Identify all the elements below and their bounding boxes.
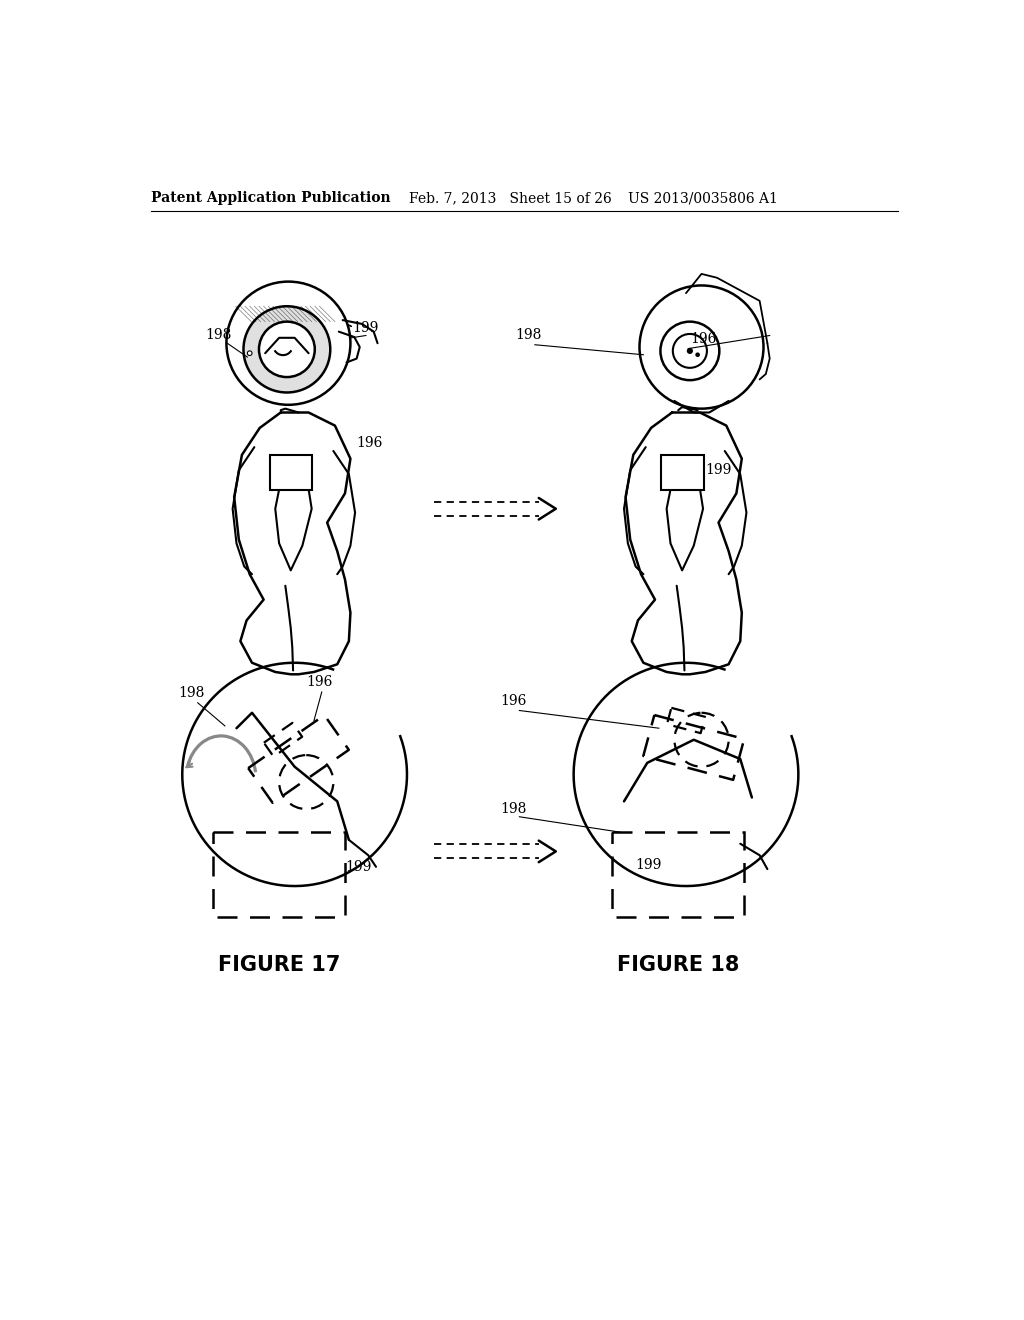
Text: 196: 196 [306, 675, 333, 689]
Text: 198: 198 [178, 686, 205, 701]
Circle shape [248, 351, 252, 355]
Text: FIGURE 18: FIGURE 18 [617, 954, 739, 974]
Circle shape [687, 348, 693, 354]
Bar [612, 832, 744, 917]
Circle shape [244, 306, 331, 392]
Text: 196: 196 [500, 694, 526, 708]
Text: 196: 196 [690, 333, 716, 346]
Text: 199: 199 [636, 858, 662, 873]
Circle shape [673, 334, 707, 368]
Text: Patent Application Publication: Patent Application Publication [152, 191, 391, 206]
Text: 196: 196 [356, 436, 383, 450]
Text: 198: 198 [206, 329, 231, 342]
Text: US 2013/0035806 A1: US 2013/0035806 A1 [628, 191, 778, 206]
Bar [213, 832, 345, 917]
Circle shape [226, 281, 350, 405]
Bar [270, 455, 312, 490]
Text: 199: 199 [352, 321, 379, 335]
Circle shape [259, 322, 314, 378]
Text: 198: 198 [515, 329, 542, 342]
Text: 199: 199 [706, 463, 732, 477]
Text: 199: 199 [345, 859, 372, 874]
Circle shape [695, 352, 700, 356]
Polygon shape [626, 412, 741, 675]
Polygon shape [234, 412, 350, 675]
Text: Feb. 7, 2013   Sheet 15 of 26: Feb. 7, 2013 Sheet 15 of 26 [409, 191, 611, 206]
Circle shape [660, 322, 719, 380]
Text: FIGURE 17: FIGURE 17 [218, 954, 340, 974]
Circle shape [640, 285, 764, 409]
Bar [662, 455, 703, 490]
Text: 198: 198 [500, 801, 526, 816]
